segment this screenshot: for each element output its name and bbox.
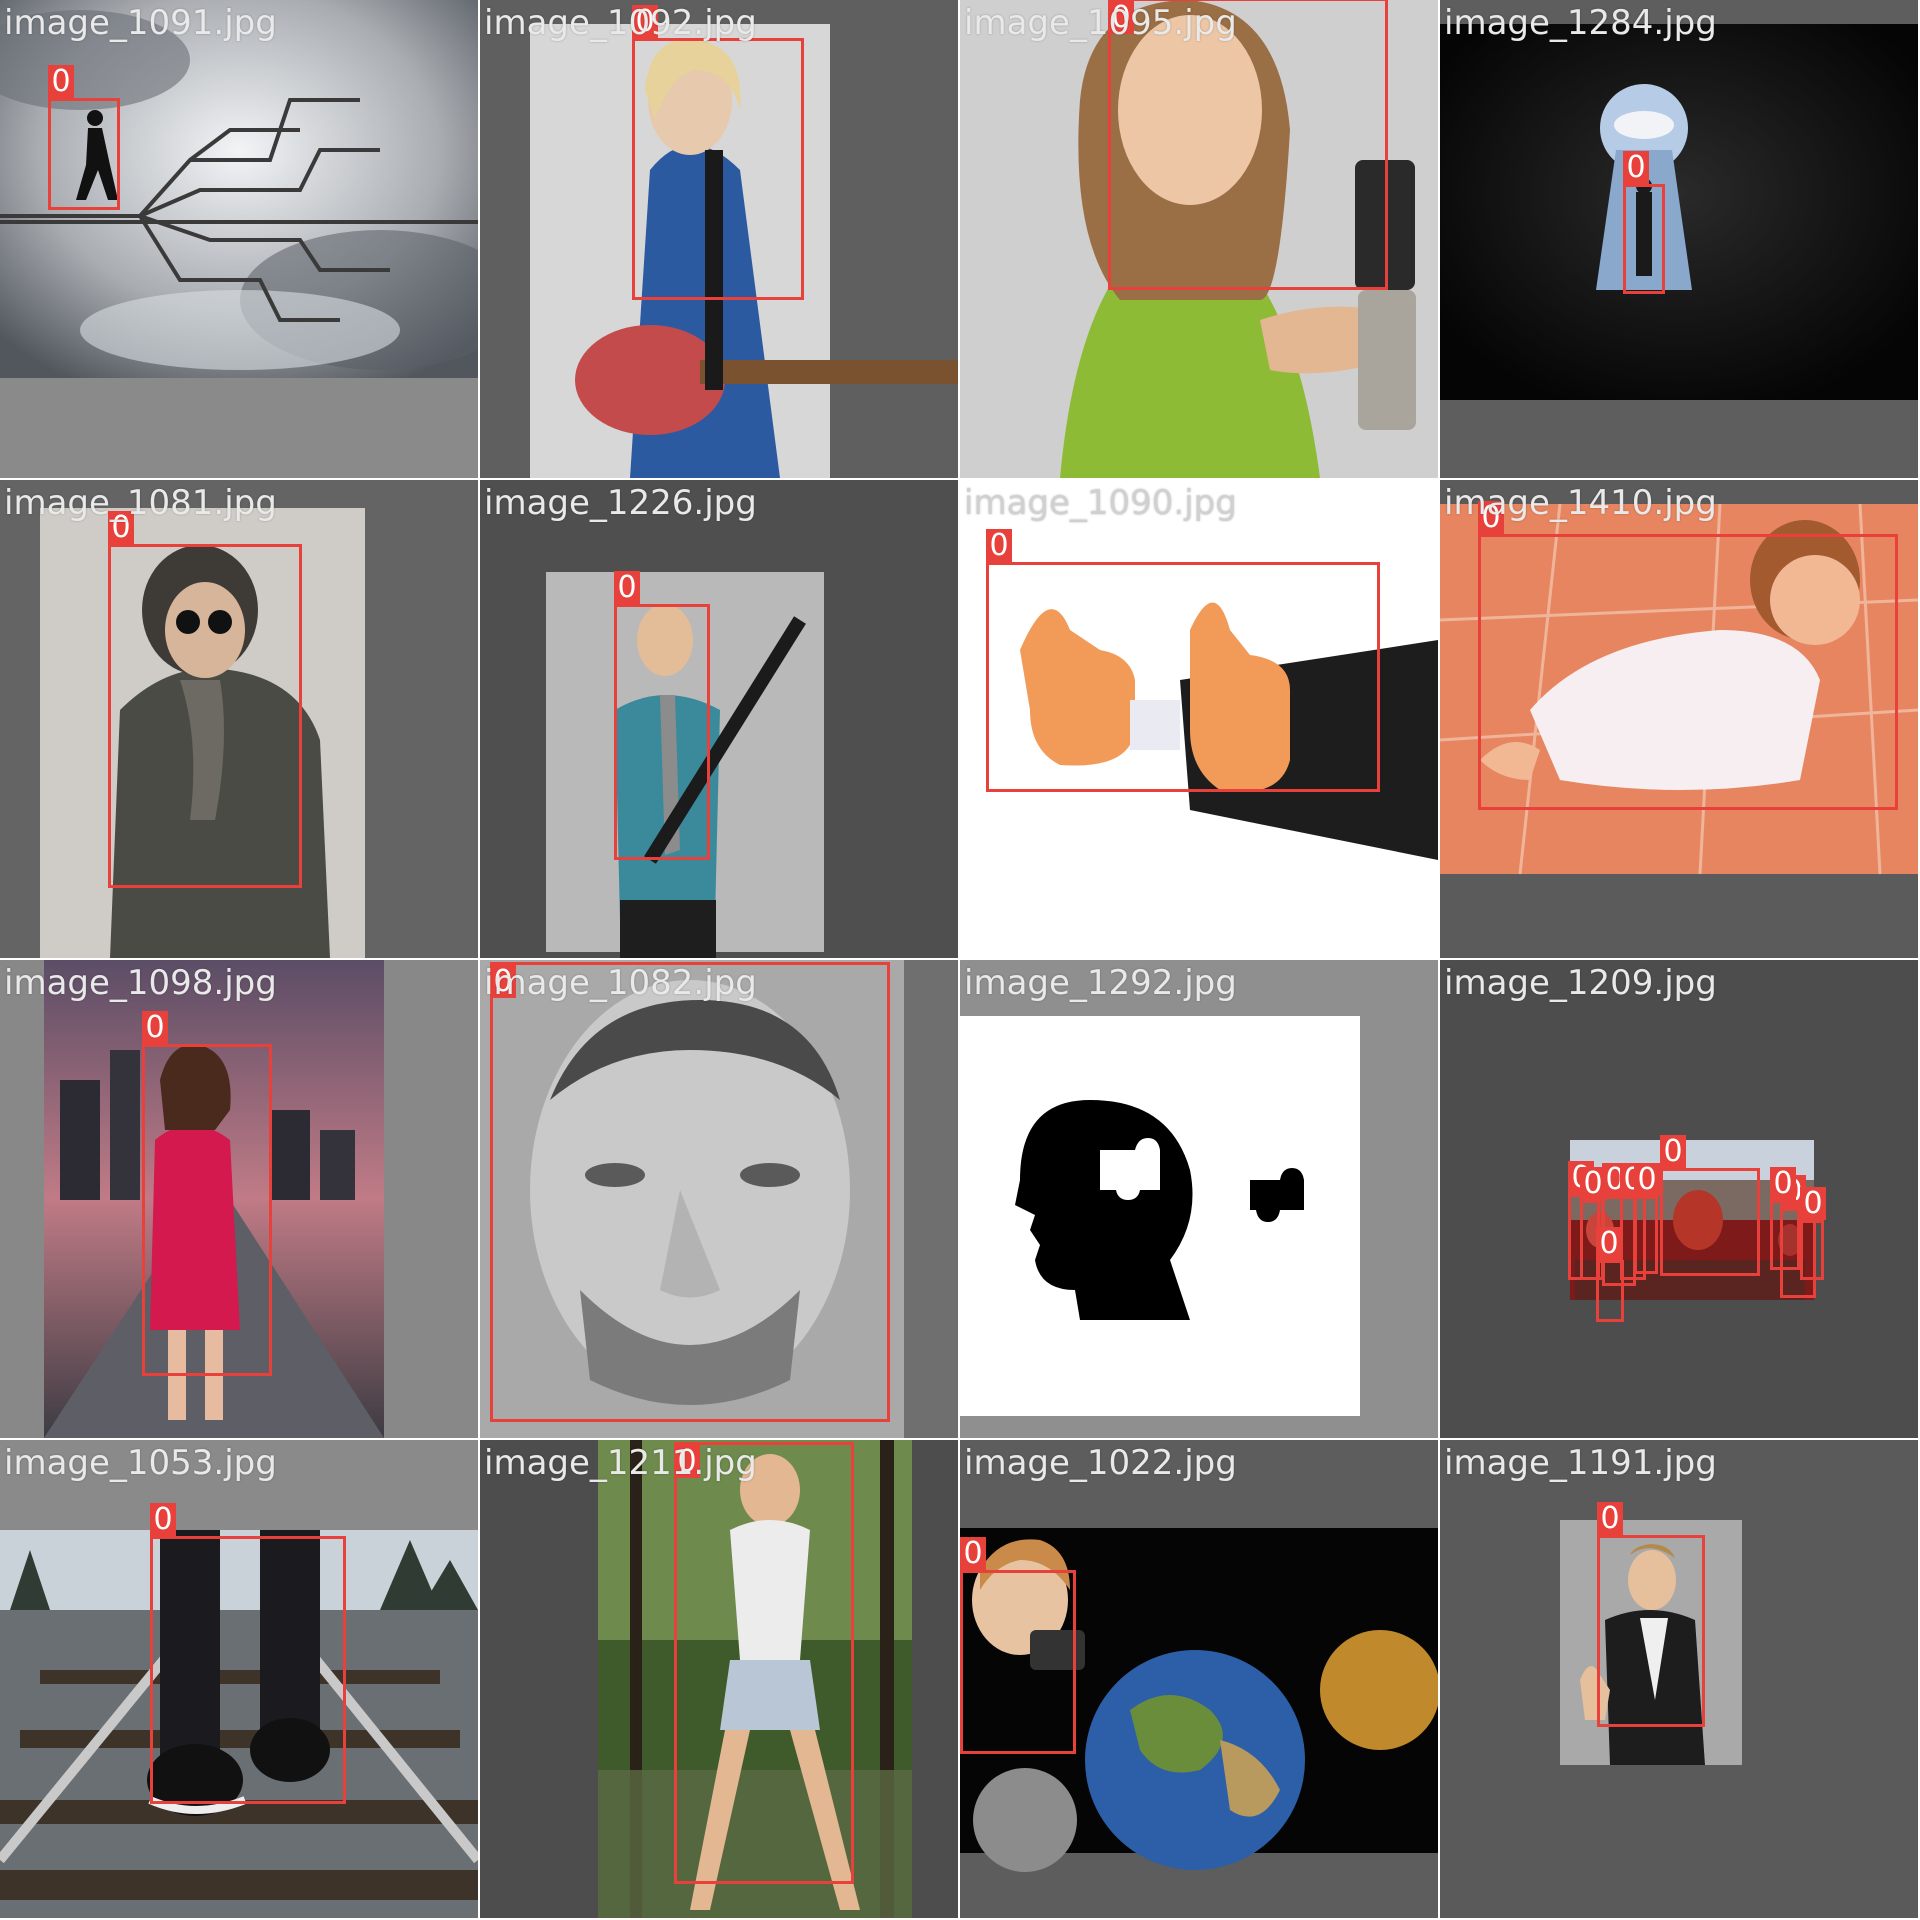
detection-class-label: 0	[674, 1445, 700, 1478]
detection-box: 0	[1478, 501, 1898, 810]
detection-box: 0	[490, 962, 890, 1422]
detection-class-label: 0	[1770, 1167, 1796, 1200]
detection-class-label: 0	[1580, 1167, 1606, 1200]
tile-filename: image_1053.jpg	[4, 1443, 277, 1483]
detection-class-label: 0	[48, 65, 74, 98]
detection-class-label: 0	[632, 5, 658, 38]
tile-filename: image_1091.jpg	[4, 3, 277, 43]
clouds-maze-illustration	[0, 0, 478, 478]
detection-class-label: 0	[1634, 1163, 1660, 1196]
detection-class-label: 0	[142, 1011, 168, 1044]
tile-filename: image_1081.jpg	[4, 483, 277, 523]
detection-box: 0	[150, 1503, 346, 1804]
detection-box: 0	[632, 5, 804, 300]
thumbs-up-illustration	[960, 480, 1438, 958]
tile-woman-road: image_1098.jpg 0	[0, 960, 478, 1438]
tile-woman-forest: image_1211.jpg 0	[480, 1440, 958, 1918]
detection-box: 0	[986, 529, 1380, 792]
detection-box: 0	[960, 1537, 1076, 1754]
guitar-woman-illustration	[480, 0, 958, 478]
tile-crowd-festival: image_1209.jpg0000000000	[1440, 960, 1918, 1438]
detection-class-label: 0	[1800, 1187, 1826, 1220]
tile-clouds-maze: image_1091.jpg 0	[0, 0, 478, 478]
keyhole-illustration	[1440, 0, 1918, 478]
tile-filename: image_1082.jpg	[484, 963, 757, 1003]
detection-box: 0	[1770, 1167, 1800, 1270]
tile-winter-coat: image_1081.jpg 0	[0, 480, 478, 958]
detection-class-label: 0	[960, 1537, 986, 1570]
head-puzzle-illustration	[960, 960, 1438, 1438]
tile-girl-phone: image_1095.jpg 0	[960, 0, 1438, 478]
woman-road-illustration	[0, 960, 478, 1438]
tile-filename: image_1284.jpg	[1444, 3, 1717, 43]
detection-class-label: 0	[490, 965, 516, 998]
sneakers-tracks-illustration	[0, 1440, 478, 1918]
baby-crawl-illustration	[1440, 480, 1918, 958]
woman-forest-illustration	[480, 1440, 958, 1918]
tile-head-puzzle: image_1292.jpg	[960, 960, 1438, 1438]
tile-filename: image_1095.jpg	[964, 3, 1237, 43]
tile-sneakers-tracks: image_1053.jpg 0	[0, 1440, 478, 1918]
tile-filename: image_1292.jpg	[964, 963, 1237, 1003]
face-portrait-illustration	[480, 960, 958, 1438]
detection-box: 0	[1634, 1163, 1660, 1274]
tile-filename: image_1209.jpg	[1444, 963, 1717, 1003]
crowd-festival-illustration	[1440, 960, 1918, 1438]
detection-box: 0	[108, 511, 302, 888]
tile-filename: image_1191.jpg	[1444, 1443, 1717, 1483]
tile-boy-planets: image_1022.jpg 0	[960, 1440, 1438, 1918]
tile-baby-crawl: image_1410.jpg 0	[1440, 480, 1918, 958]
detection-box: 0	[1596, 1227, 1624, 1322]
detection-box: 0	[1108, 0, 1388, 290]
tile-man-rifle: image_1226.jpg 0	[480, 480, 958, 958]
detection-box: 0	[142, 1011, 272, 1376]
detection-class-label: 0	[108, 511, 134, 544]
detection-class-label: 0	[1596, 1227, 1622, 1260]
tile-filename: image_1098.jpg	[4, 963, 277, 1003]
tile-guitar-woman: image_1092.jpg 0	[480, 0, 958, 478]
detection-class-label: 0	[986, 529, 1012, 562]
detection-class-label: 0	[1597, 1502, 1623, 1535]
tile-filename: image_1211.jpg	[484, 1443, 757, 1483]
detection-box: 0	[1623, 151, 1665, 294]
detection-class-label: 0	[614, 571, 640, 604]
man-rifle-illustration	[480, 480, 958, 958]
tile-filename: image_1410.jpg	[1444, 483, 1717, 523]
tile-face-portrait: image_1082.jpg 0	[480, 960, 958, 1438]
detection-box: 0	[1597, 1502, 1705, 1727]
tile-filename: image_1090.jpg	[964, 483, 1237, 523]
tile-thumbs-up: image_1090.jpg 0	[960, 480, 1438, 958]
tile-filename: image_1022.jpg	[964, 1443, 1237, 1483]
detection-box: 0	[1660, 1135, 1760, 1276]
tile-filename: image_1092.jpg	[484, 3, 757, 43]
detection-box: 0	[1800, 1187, 1826, 1280]
detection-class-label: 0	[1108, 1, 1134, 34]
detection-class-label: 0	[1478, 501, 1504, 534]
detection-class-label: 0	[150, 1503, 176, 1536]
boy-planets-illustration	[960, 1440, 1438, 1918]
tile-filename: image_1226.jpg	[484, 483, 757, 523]
detection-box: 0	[48, 65, 120, 210]
detection-class-label: 0	[1623, 151, 1649, 184]
detection-box: 0	[614, 571, 710, 860]
tile-man-thumbs: image_1191.jpg 0	[1440, 1440, 1918, 1918]
detection-class-label: 0	[1660, 1135, 1686, 1168]
tile-keyhole: image_1284.jpg 0	[1440, 0, 1918, 478]
detection-box: 0	[674, 1442, 854, 1884]
man-thumbs-illustration	[1440, 1440, 1918, 1918]
